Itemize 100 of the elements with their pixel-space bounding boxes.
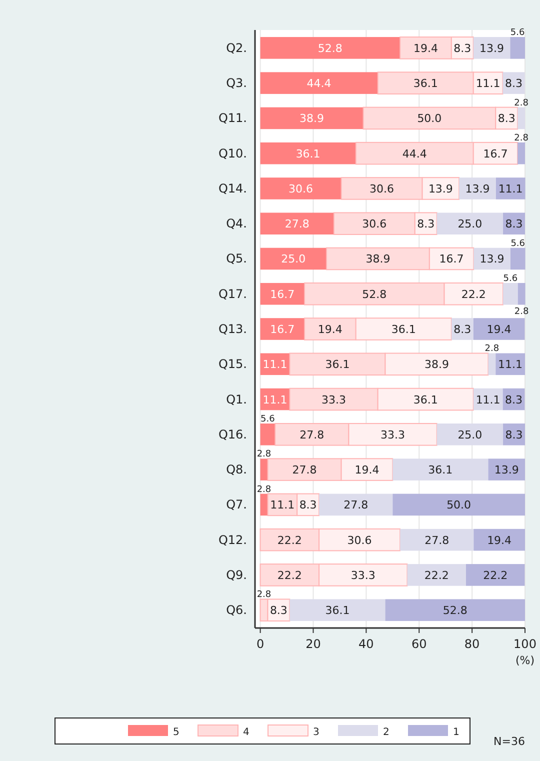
bar — [503, 282, 518, 305]
data-label: 22.2 — [277, 534, 302, 547]
legend-label: 2 — [383, 727, 390, 738]
data-label: 11.1 — [262, 358, 288, 372]
x-axis-title: (%) — [515, 654, 535, 667]
data-label: 8.3 — [498, 112, 516, 126]
data-label: 2.8 — [514, 98, 529, 108]
legend-label: 3 — [313, 727, 320, 738]
data-label: 44.4 — [402, 147, 427, 160]
bar — [473, 37, 510, 59]
data-label: 19.4 — [487, 534, 512, 547]
data-label: 25.0 — [458, 428, 482, 442]
data-label: 19.4 — [486, 323, 512, 336]
data-label: 11.1 — [476, 77, 500, 90]
data-label: 13.9 — [480, 252, 504, 266]
bar — [260, 72, 378, 94]
data-label: 13.9 — [494, 464, 519, 477]
data-label: 19.4 — [354, 464, 380, 477]
data-label: 8.3 — [454, 323, 472, 336]
y-tick-label: Q1. — [226, 392, 247, 406]
data-label: 8.3 — [454, 42, 472, 55]
bar — [488, 458, 525, 480]
data-label: 8.3 — [505, 393, 522, 406]
data-label: 52.8 — [318, 42, 342, 55]
data-label: 50.0 — [446, 498, 472, 512]
data-label: 11.1 — [498, 358, 523, 372]
bar — [510, 248, 526, 270]
bar — [260, 37, 400, 59]
y-tick-label: Q16. — [218, 427, 247, 442]
data-label: 25.0 — [458, 218, 482, 231]
bar — [474, 528, 525, 551]
x-tick-label: 80 — [464, 637, 480, 651]
data-label: 5.6 — [503, 274, 518, 284]
bar — [496, 353, 525, 376]
y-tick-label: Q9. — [226, 568, 247, 582]
data-label: 22.2 — [277, 568, 302, 582]
data-label: 16.7 — [270, 323, 295, 336]
y-tick-label: Q6. — [226, 603, 247, 618]
bar — [260, 282, 304, 305]
data-label: 52.8 — [442, 604, 468, 618]
bar — [518, 142, 525, 164]
x-tick-label: 20 — [306, 637, 321, 651]
data-label: 36.1 — [413, 77, 438, 90]
data-label: 16.7 — [483, 147, 508, 160]
data-label: 19.4 — [318, 323, 342, 336]
bar — [260, 212, 334, 234]
data-label: 36.1 — [428, 464, 453, 477]
legend-label: 5 — [173, 727, 180, 738]
data-label: 38.9 — [424, 358, 449, 372]
data-label: 13.9 — [428, 182, 453, 196]
y-tick-label: Q5. — [226, 252, 247, 266]
bar — [385, 599, 525, 621]
data-label: 19.4 — [413, 42, 438, 55]
bar — [260, 318, 304, 340]
data-label: 11.1 — [498, 182, 523, 196]
bar — [392, 494, 525, 516]
bar — [518, 282, 526, 305]
data-label: 2.8 — [484, 344, 500, 354]
data-label: 30.6 — [347, 534, 372, 547]
y-tick-label: Q10. — [218, 146, 247, 160]
data-label: 33.3 — [350, 568, 376, 582]
data-label: 27.8 — [424, 534, 450, 547]
y-tick-label: Q4. — [226, 216, 247, 231]
data-label: 22.2 — [461, 288, 486, 301]
y-tick-label: Q13. — [218, 322, 247, 336]
data-label: 2.8 — [256, 450, 272, 460]
data-label: 33.3 — [322, 393, 346, 406]
x-tick-label: 0 — [256, 637, 264, 651]
bar — [473, 318, 525, 340]
data-label: 36.1 — [391, 323, 416, 336]
legend-label: 1 — [453, 727, 460, 738]
y-tick-label: Q15. — [218, 357, 247, 372]
data-label: 11.1 — [262, 393, 288, 406]
data-label: 2.8 — [514, 306, 529, 317]
x-tick-label: 40 — [358, 637, 374, 651]
data-label: 11.1 — [476, 393, 500, 406]
data-label: 52.8 — [362, 288, 387, 301]
data-label: 33.3 — [380, 428, 406, 442]
legend-label: 4 — [243, 727, 250, 738]
bar — [260, 178, 342, 200]
data-label: 16.7 — [439, 252, 464, 266]
data-label: 36.1 — [413, 393, 438, 406]
data-label: 5.6 — [510, 238, 526, 249]
data-label: 50.0 — [417, 112, 442, 126]
y-tick-label: Q12. — [218, 532, 247, 547]
bar — [260, 248, 326, 270]
data-label: 16.7 — [270, 288, 295, 301]
data-label: 30.6 — [288, 182, 314, 196]
data-label: 27.8 — [344, 498, 368, 512]
data-label: 36.1 — [325, 358, 350, 372]
data-label: 8.3 — [505, 77, 522, 90]
data-label: 44.4 — [306, 77, 332, 90]
data-label: 13.9 — [465, 182, 490, 196]
data-label: 13.9 — [480, 42, 504, 55]
data-label: 22.2 — [483, 568, 508, 582]
data-label: 22.2 — [424, 568, 449, 582]
data-label: 2.8 — [514, 133, 529, 144]
y-tick-label: Q7. — [226, 498, 247, 512]
data-label: 25.0 — [281, 252, 306, 266]
data-label: 36.1 — [296, 147, 320, 160]
